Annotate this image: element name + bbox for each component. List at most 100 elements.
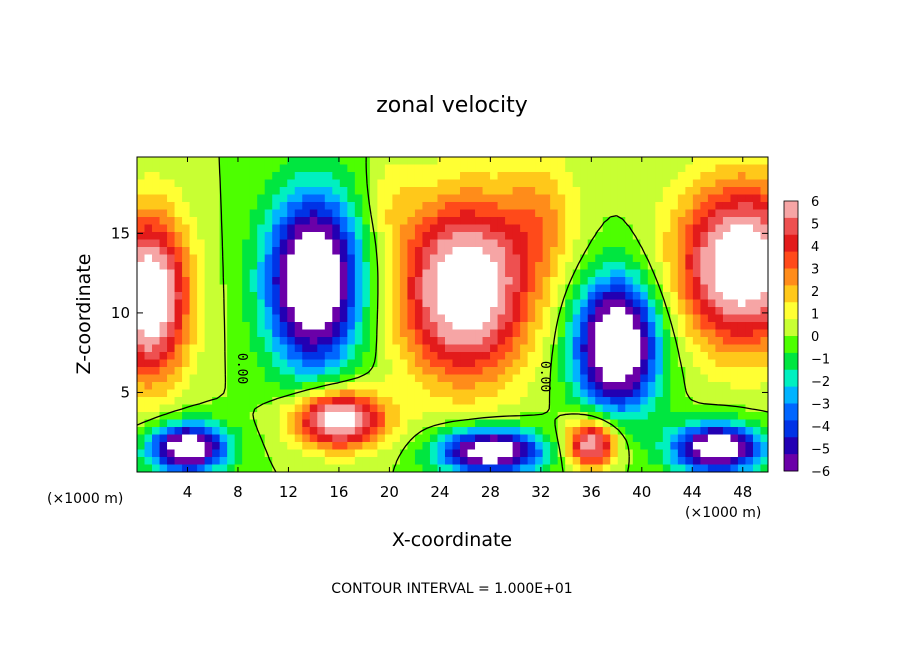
heatmap-cell xyxy=(760,419,768,428)
heatmap-cell xyxy=(399,292,409,301)
colorbar-label: 1 xyxy=(811,308,819,323)
heatmap-cell xyxy=(144,224,153,233)
heatmap-cell xyxy=(610,224,619,233)
heatmap-cell xyxy=(452,464,461,472)
heatmap-cell xyxy=(527,172,536,181)
heatmap-cell xyxy=(324,427,333,436)
heatmap-cell xyxy=(685,374,694,383)
heatmap-cell xyxy=(640,194,649,203)
heatmap-cell xyxy=(392,284,401,293)
heatmap-cell xyxy=(745,187,754,196)
heatmap-cell xyxy=(542,314,551,323)
heatmap-cell xyxy=(632,344,641,353)
heatmap-field xyxy=(137,157,768,472)
heatmap-cell xyxy=(632,449,641,458)
heatmap-cell xyxy=(227,179,236,188)
heatmap-cell xyxy=(460,284,469,293)
heatmap-cell xyxy=(535,299,544,308)
heatmap-cell xyxy=(287,397,296,406)
heatmap-cell xyxy=(497,464,506,472)
heatmap-cell xyxy=(422,194,431,203)
heatmap-cell xyxy=(437,389,446,398)
heatmap-cell xyxy=(550,412,559,421)
heatmap-cell xyxy=(234,277,243,286)
heatmap-cell xyxy=(414,464,424,472)
heatmap-cell xyxy=(219,397,228,406)
heatmap-cell xyxy=(550,239,559,248)
heatmap-cell xyxy=(399,269,409,278)
heatmap-cell xyxy=(460,157,469,166)
heatmap-cell xyxy=(144,232,153,241)
heatmap-cell xyxy=(167,382,176,391)
heatmap-cell xyxy=(332,194,341,203)
heatmap-cell xyxy=(550,284,559,293)
heatmap-cell xyxy=(550,179,559,188)
heatmap-cell xyxy=(144,157,153,166)
heatmap-cell xyxy=(730,247,739,256)
heatmap-cell xyxy=(662,239,671,248)
heatmap-cell xyxy=(182,352,191,361)
heatmap-cell xyxy=(152,164,161,173)
heatmap-cell xyxy=(700,277,709,286)
heatmap-cell xyxy=(272,239,281,248)
heatmap-cell xyxy=(497,262,506,271)
heatmap-cell xyxy=(354,329,363,338)
heatmap-cell xyxy=(287,202,296,211)
heatmap-cell xyxy=(309,374,318,383)
heatmap-cell xyxy=(587,442,596,451)
heatmap-cell xyxy=(362,449,371,458)
heatmap-cell xyxy=(347,337,356,346)
heatmap-cell xyxy=(752,389,762,398)
heatmap-cell xyxy=(572,419,581,428)
heatmap-cell xyxy=(707,172,717,181)
heatmap-cell xyxy=(159,344,168,353)
heatmap-cell xyxy=(384,427,393,436)
heatmap-cell xyxy=(294,247,303,256)
heatmap-cell xyxy=(242,382,251,391)
heatmap-cell xyxy=(640,427,649,436)
colorbar-swatch xyxy=(784,285,798,303)
heatmap-cell xyxy=(670,382,679,391)
heatmap-cell xyxy=(287,352,296,361)
heatmap-cell xyxy=(745,449,754,458)
heatmap-cell xyxy=(737,352,747,361)
heatmap-cell xyxy=(617,157,626,166)
heatmap-cell xyxy=(264,209,273,218)
heatmap-cell xyxy=(444,202,454,211)
heatmap-cell xyxy=(324,194,333,203)
heatmap-cell xyxy=(730,299,739,308)
heatmap-cell xyxy=(527,299,536,308)
heatmap-cell xyxy=(302,374,311,383)
heatmap-cell xyxy=(279,367,288,376)
heatmap-cell xyxy=(700,179,709,188)
heatmap-cell xyxy=(692,449,701,458)
heatmap-cell xyxy=(317,359,326,368)
heatmap-cell xyxy=(272,209,281,218)
heatmap-cell xyxy=(249,419,258,428)
heatmap-cell xyxy=(392,269,401,278)
heatmap-cell xyxy=(339,187,348,196)
heatmap-cell xyxy=(542,239,551,248)
heatmap-cell xyxy=(745,367,754,376)
heatmap-cell xyxy=(452,277,461,286)
heatmap-cell xyxy=(475,232,484,241)
heatmap-cell xyxy=(527,389,536,398)
heatmap-cell xyxy=(144,209,153,218)
heatmap-cell xyxy=(204,172,213,181)
heatmap-cell xyxy=(212,367,221,376)
heatmap-cell xyxy=(512,382,521,391)
heatmap-cell xyxy=(219,367,228,376)
heatmap-cell xyxy=(572,457,581,466)
heatmap-cell xyxy=(219,217,228,226)
heatmap-cell xyxy=(234,352,243,361)
heatmap-cell xyxy=(475,187,484,196)
heatmap-cell xyxy=(407,277,416,286)
heatmap-cell xyxy=(700,217,709,226)
heatmap-cell xyxy=(414,389,424,398)
heatmap-cell xyxy=(422,202,431,211)
heatmap-cell xyxy=(317,389,326,398)
heatmap-cell xyxy=(144,397,153,406)
heatmap-cell xyxy=(625,382,634,391)
heatmap-cell xyxy=(287,314,296,323)
heatmap-cell xyxy=(730,449,739,458)
